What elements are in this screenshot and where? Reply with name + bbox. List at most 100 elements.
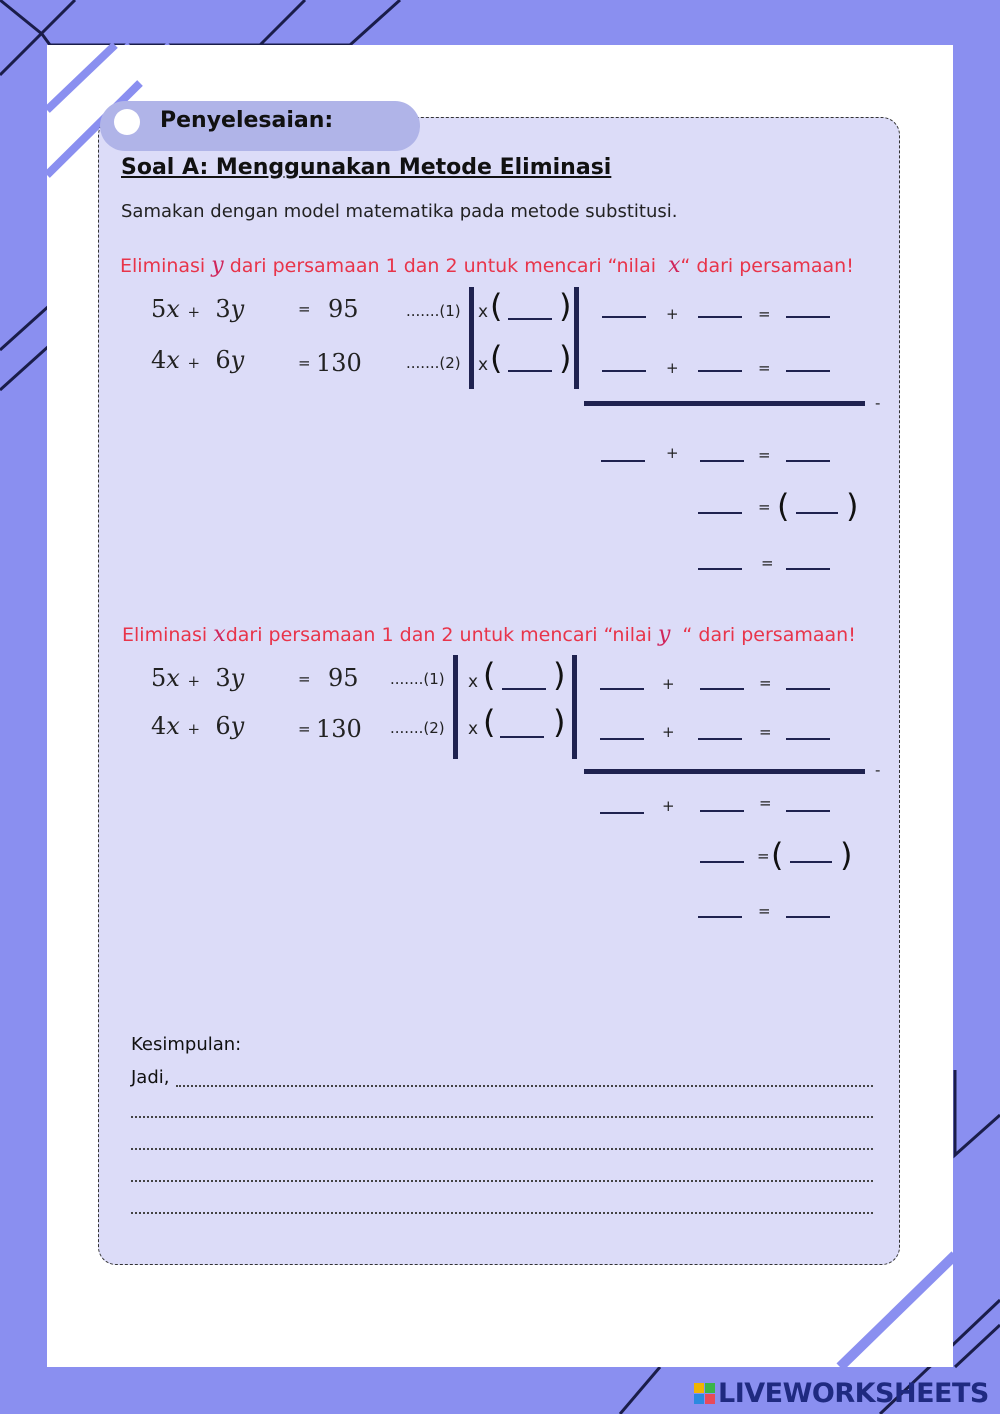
equals-sign: = [758,902,771,920]
answer-input[interactable] [786,298,830,318]
answer-input[interactable] [698,494,742,514]
conclusion-line-input[interactable] [131,1102,873,1118]
conclusion-line-input[interactable] [176,1071,873,1087]
answer-input[interactable] [601,442,645,462]
eq1-rhs: 95 [328,664,359,692]
eq2-rhs: 130 [316,349,362,377]
answer-input[interactable] [786,792,830,812]
instruction-eliminate-x: Eliminasi xdari persamaan 1 dan 2 untuk … [122,622,856,647]
plus-sign: + [662,723,675,741]
equation-1: 5x + 3y [151,295,245,323]
multiply-sign: x [468,719,479,739]
equals-sign: = [758,498,771,516]
answer-input[interactable] [600,670,644,690]
equals-sign: = [761,554,774,572]
answer-input[interactable] [786,442,830,462]
equals-sign: = [759,723,772,741]
answer-input[interactable] [698,898,742,918]
plus-sign: + [666,444,679,462]
equation-1: 5x + 3y [151,664,245,692]
answer-input[interactable] [700,792,744,812]
answer-input[interactable] [700,843,744,863]
subtraction-line [584,769,865,774]
eq1-rhs: 95 [328,295,359,323]
instr-text: Eliminasi [122,624,208,646]
circle-bullet-icon [114,109,140,135]
intro-text: Samakan dengan model matematika pada met… [121,201,678,222]
equals-sign: = [758,446,771,464]
answer-input[interactable] [700,670,744,690]
close-paren: ) [840,836,853,874]
instr-text: dari persamaan 1 dan 2 untuk mencari “ni… [225,624,652,646]
plus-sign: + [666,359,679,377]
eq2-label: .......(2) [406,354,461,372]
answer-input[interactable] [786,352,830,372]
eq2-label: .......(2) [390,719,445,737]
instruction-eliminate-y: Eliminasi y dari persamaan 1 dan 2 untuk… [120,253,854,278]
answer-input[interactable] [786,898,830,918]
answer-input[interactable] [600,794,644,814]
equals-sign: = [298,300,311,318]
open-paren: ( [483,656,496,694]
open-paren: ( [490,287,503,325]
equals-sign: = [758,359,771,377]
equals-sign: = [298,354,311,372]
close-paren: ) [559,339,572,377]
bracket-bar [574,287,579,389]
plus-sign: + [662,797,675,815]
answer-input[interactable] [786,670,830,690]
conclusion-line-input[interactable] [131,1198,873,1214]
answer-input[interactable] [698,352,742,372]
close-paren: ) [553,703,566,741]
instr-text: dari persamaan 1 dan 2 untuk mencari “ni… [229,255,657,277]
multiplier-2-input[interactable] [500,718,544,738]
conclusion-line-input[interactable] [131,1134,873,1150]
open-paren: ( [777,487,790,525]
eq1-label: .......(1) [406,302,461,320]
answer-input[interactable] [786,720,830,740]
bracket-bar [453,655,458,759]
instr-text: Eliminasi [120,255,206,277]
multiply-sign: x [478,302,489,322]
section-header-label: Penyelesaian: [160,108,334,133]
answer-input[interactable] [796,494,838,514]
instr-text: “ dari persamaan! [682,624,856,646]
bracket-bar [572,655,577,759]
answer-input[interactable] [602,298,646,318]
answer-input[interactable] [700,442,744,462]
answer-input[interactable] [698,550,742,570]
multiply-sign: x [478,355,489,375]
eq2-rhs: 130 [316,715,362,743]
var-x: x [213,622,226,647]
equals-sign: = [758,305,771,323]
answer-input[interactable] [790,843,832,863]
conclusion-label: Kesimpulan: [131,1034,242,1055]
multiplier-1-input[interactable] [502,670,546,690]
equals-sign: = [757,847,770,865]
equals-sign: = [759,794,772,812]
equals-sign: = [298,670,311,688]
solution-panel [98,117,900,1265]
open-paren: ( [483,703,496,741]
answer-input[interactable] [600,720,644,740]
plus-sign: + [666,305,679,323]
var-y: y [211,253,224,278]
bracket-bar [469,287,474,389]
answer-input[interactable] [602,352,646,372]
answer-input[interactable] [698,720,742,740]
open-paren: ( [771,836,784,874]
answer-input[interactable] [786,550,830,570]
subtraction-line [584,401,865,406]
multiplier-2-input[interactable] [508,352,552,372]
instr-text: “ dari persamaan! [680,255,854,277]
answer-input[interactable] [698,298,742,318]
equals-sign: = [759,674,772,692]
close-paren: ) [846,487,859,525]
section-header-pill [100,101,420,151]
liveworksheets-logo: LIVEWORKSHEETS [694,1378,989,1409]
conclusion-jadi: Jadi, [131,1067,170,1088]
multiplier-1-input[interactable] [508,300,552,320]
plus-sign: + [662,675,675,693]
var-y: y [658,622,671,647]
conclusion-line-input[interactable] [131,1166,873,1182]
